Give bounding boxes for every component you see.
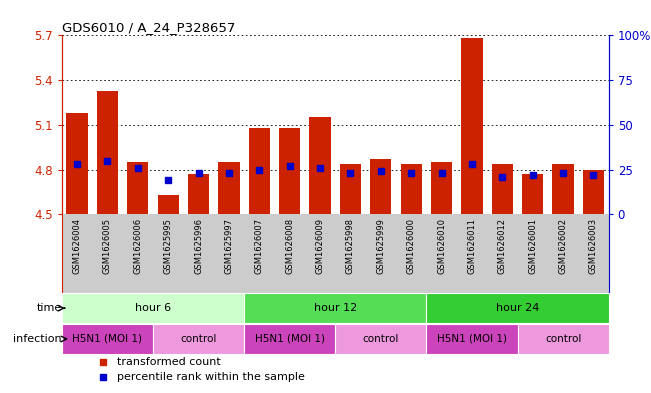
Text: control: control: [545, 334, 581, 344]
Text: hour 6: hour 6: [135, 303, 171, 313]
Bar: [462, 39, 482, 215]
Text: GSM1626002: GSM1626002: [559, 219, 568, 274]
Text: GSM1626007: GSM1626007: [255, 219, 264, 274]
Text: GDS6010 / A_24_P328657: GDS6010 / A_24_P328657: [62, 21, 235, 34]
Text: GSM1626010: GSM1626010: [437, 219, 446, 274]
FancyBboxPatch shape: [518, 324, 609, 354]
Bar: [583, 170, 604, 215]
Text: H5N1 (MOI 1): H5N1 (MOI 1): [437, 334, 507, 344]
Bar: [431, 162, 452, 215]
Text: GSM1625998: GSM1625998: [346, 219, 355, 274]
Bar: [522, 174, 544, 215]
Text: H5N1 (MOI 1): H5N1 (MOI 1): [255, 334, 325, 344]
Bar: [340, 164, 361, 215]
Text: GSM1626001: GSM1626001: [528, 219, 537, 274]
Text: GSM1626004: GSM1626004: [72, 219, 81, 274]
Text: GSM1625995: GSM1625995: [163, 219, 173, 274]
FancyBboxPatch shape: [244, 324, 335, 354]
FancyBboxPatch shape: [426, 294, 609, 323]
Text: percentile rank within the sample: percentile rank within the sample: [117, 373, 305, 382]
Text: GSM1626000: GSM1626000: [407, 219, 416, 274]
Bar: [400, 164, 422, 215]
Bar: [370, 159, 391, 215]
Text: GSM1626005: GSM1626005: [103, 219, 112, 274]
Bar: [218, 162, 240, 215]
Bar: [279, 128, 300, 215]
Text: GSM1625999: GSM1625999: [376, 219, 385, 274]
FancyBboxPatch shape: [426, 324, 518, 354]
FancyBboxPatch shape: [62, 294, 244, 323]
Text: GSM1626009: GSM1626009: [316, 219, 325, 274]
Text: GSM1626006: GSM1626006: [133, 219, 143, 274]
Text: time: time: [36, 303, 62, 313]
Bar: [158, 195, 179, 215]
Bar: [309, 118, 331, 215]
Text: GSM1625997: GSM1625997: [225, 219, 234, 274]
Text: GSM1626012: GSM1626012: [498, 219, 507, 274]
FancyBboxPatch shape: [335, 324, 426, 354]
Bar: [492, 164, 513, 215]
Text: control: control: [363, 334, 399, 344]
FancyBboxPatch shape: [153, 324, 244, 354]
Text: infection: infection: [13, 334, 62, 344]
Text: GSM1626003: GSM1626003: [589, 219, 598, 274]
Text: hour 12: hour 12: [314, 303, 357, 313]
Text: GSM1626008: GSM1626008: [285, 219, 294, 274]
Bar: [127, 162, 148, 215]
Bar: [97, 91, 118, 215]
Text: GSM1625996: GSM1625996: [194, 219, 203, 274]
FancyBboxPatch shape: [244, 294, 426, 323]
Bar: [188, 174, 209, 215]
Text: control: control: [180, 334, 217, 344]
Text: GSM1626011: GSM1626011: [467, 219, 477, 274]
Bar: [66, 113, 88, 215]
Bar: [553, 164, 574, 215]
Bar: [249, 128, 270, 215]
Text: transformed count: transformed count: [117, 357, 220, 367]
FancyBboxPatch shape: [62, 324, 153, 354]
Text: H5N1 (MOI 1): H5N1 (MOI 1): [72, 334, 143, 344]
Text: hour 24: hour 24: [496, 303, 539, 313]
